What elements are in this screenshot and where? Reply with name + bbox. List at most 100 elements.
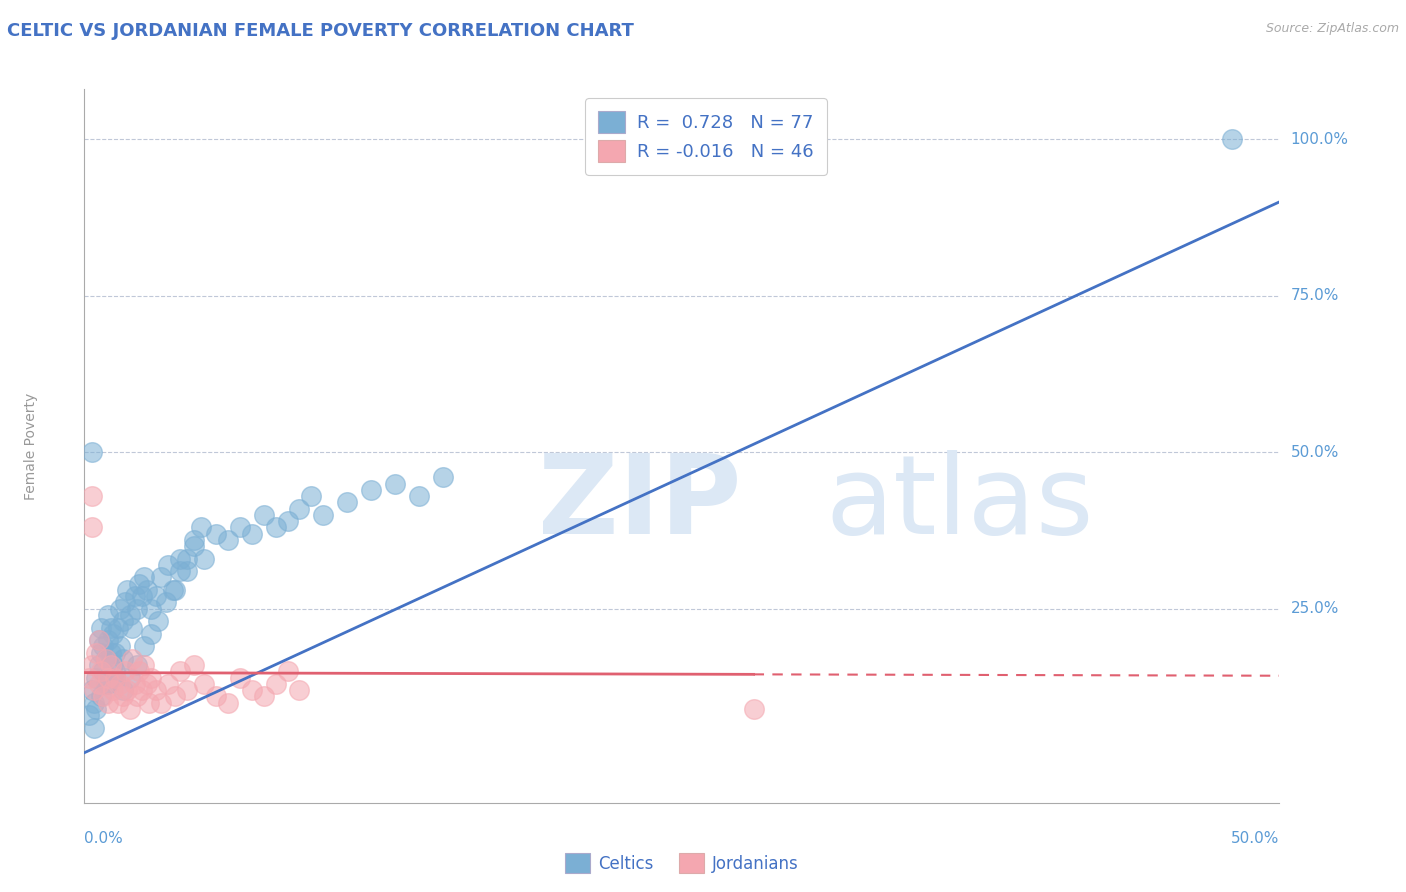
Text: CELTIC VS JORDANIAN FEMALE POVERTY CORRELATION CHART: CELTIC VS JORDANIAN FEMALE POVERTY CORRE…: [7, 22, 634, 40]
Point: [183, 658, 205, 673]
Point: [107, 621, 129, 635]
Point: [90, 665, 112, 679]
Point: [135, 677, 157, 691]
Text: 50.0%: 50.0%: [1291, 445, 1339, 459]
Point: [183, 533, 205, 547]
Point: [118, 607, 141, 622]
Point: [384, 476, 406, 491]
Text: 75.0%: 75.0%: [1291, 288, 1339, 303]
Point: [121, 652, 143, 666]
Point: [100, 658, 122, 673]
Point: [93, 665, 115, 679]
Point: [138, 696, 160, 710]
Point: [1220, 132, 1243, 146]
Point: [193, 551, 215, 566]
Point: [264, 677, 287, 691]
Point: [169, 564, 191, 578]
Point: [360, 483, 382, 497]
Point: [90, 690, 112, 704]
Point: [408, 489, 430, 503]
Point: [84, 646, 107, 660]
Point: [217, 533, 239, 547]
Point: [97, 677, 120, 691]
Point: [169, 551, 191, 566]
Point: [253, 508, 276, 522]
Point: [84, 671, 107, 685]
Point: [228, 520, 252, 534]
Point: [124, 589, 146, 603]
Text: 100.0%: 100.0%: [1291, 132, 1348, 147]
Point: [117, 582, 139, 597]
Point: [77, 671, 100, 685]
Point: [104, 671, 127, 685]
Point: [176, 683, 198, 698]
Point: [93, 690, 115, 704]
Point: [110, 601, 132, 615]
Point: [125, 601, 148, 615]
Point: [111, 652, 134, 666]
Point: [80, 445, 103, 459]
Point: [149, 570, 172, 584]
Point: [176, 551, 198, 566]
Point: [77, 708, 100, 723]
Point: [110, 640, 132, 654]
Point: [432, 470, 454, 484]
Point: [132, 640, 156, 654]
Text: ZIP: ZIP: [538, 450, 742, 557]
Point: [83, 683, 105, 698]
Point: [145, 683, 167, 698]
Point: [118, 671, 141, 685]
Point: [288, 683, 311, 698]
Point: [157, 558, 180, 572]
Point: [80, 520, 103, 534]
Point: [141, 627, 163, 641]
Point: [111, 690, 134, 704]
Text: Female Poverty: Female Poverty: [24, 392, 38, 500]
Point: [148, 614, 170, 628]
Point: [742, 702, 765, 716]
Text: 50.0%: 50.0%: [1232, 830, 1279, 846]
Point: [124, 677, 146, 691]
Point: [132, 658, 156, 673]
Point: [125, 658, 148, 673]
Point: [276, 514, 298, 528]
Point: [121, 621, 143, 635]
Point: [264, 520, 287, 534]
Point: [149, 696, 172, 710]
Text: atlas: atlas: [825, 450, 1094, 557]
Point: [90, 646, 112, 660]
Point: [128, 576, 150, 591]
Point: [100, 621, 122, 635]
Legend: Celtics, Jordanians: Celtics, Jordanians: [558, 847, 806, 880]
Point: [84, 702, 107, 716]
Point: [125, 690, 148, 704]
Point: [94, 652, 117, 666]
Point: [240, 683, 263, 698]
Point: [114, 665, 136, 679]
Point: [217, 696, 239, 710]
Point: [132, 570, 156, 584]
Point: [135, 582, 157, 597]
Point: [141, 671, 163, 685]
Point: [87, 677, 110, 691]
Point: [104, 665, 127, 679]
Point: [104, 646, 127, 660]
Point: [155, 595, 177, 609]
Point: [205, 526, 228, 541]
Point: [145, 589, 167, 603]
Point: [131, 589, 153, 603]
Point: [288, 501, 311, 516]
Point: [80, 683, 103, 698]
Point: [101, 683, 124, 698]
Point: [183, 539, 205, 553]
Point: [205, 690, 228, 704]
Point: [228, 671, 252, 685]
Point: [80, 489, 103, 503]
Point: [240, 526, 263, 541]
Text: 0.0%: 0.0%: [84, 830, 124, 846]
Point: [101, 658, 124, 673]
Point: [87, 633, 110, 648]
Point: [93, 640, 115, 654]
Point: [83, 696, 105, 710]
Point: [336, 495, 359, 509]
